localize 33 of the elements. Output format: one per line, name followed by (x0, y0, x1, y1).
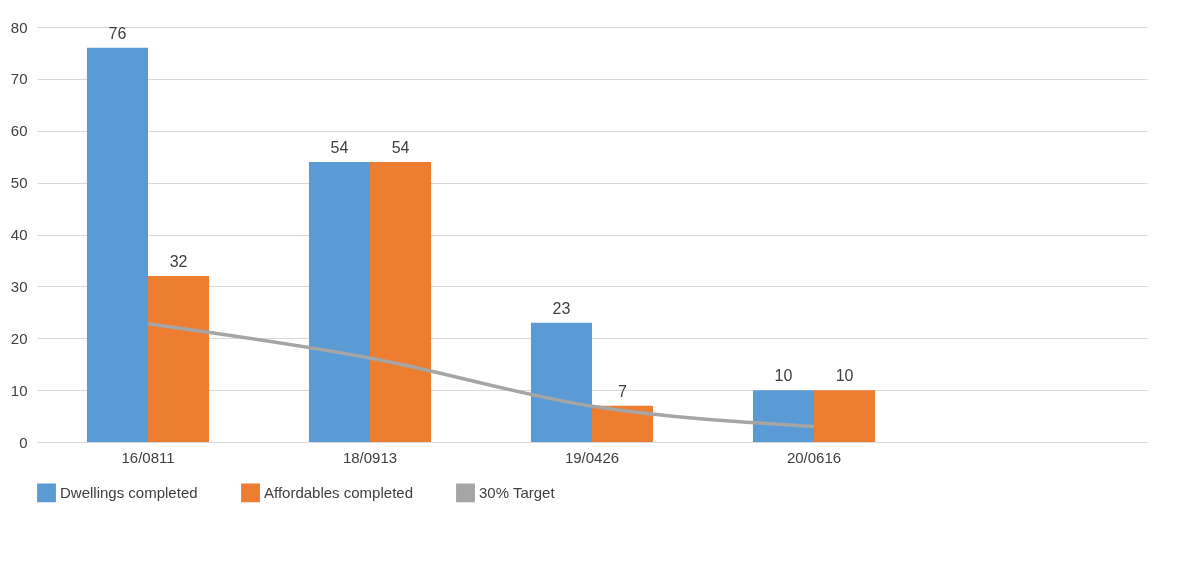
data-label: 76 (108, 24, 127, 42)
bar (370, 161, 432, 442)
bar (592, 405, 654, 442)
legend-label: Affordables completed (264, 483, 413, 501)
y-tick-label: 0 (19, 433, 28, 451)
bar (814, 390, 876, 442)
y-tick-label: 70 (10, 70, 28, 88)
y-tick-label: 50 (10, 174, 28, 192)
data-label: 7 (618, 382, 628, 400)
x-tick-label: 16/0811 (121, 448, 175, 466)
bar (86, 47, 148, 442)
x-tick-label: 20/0616 (786, 448, 842, 466)
data-label: 54 (330, 138, 349, 156)
bar (148, 276, 210, 442)
x-tick-label: 19/0426 (564, 448, 620, 466)
data-label: 10 (835, 367, 854, 385)
y-tick-label: 40 (10, 226, 28, 243)
y-tick-label: 10 (10, 381, 28, 399)
y-tick-label: 80 (10, 18, 28, 36)
data-label: 10 (774, 367, 793, 385)
data-label: 54 (391, 138, 410, 156)
x-tick-label: 18/0913 (342, 448, 398, 466)
data-label: 23 (552, 299, 571, 317)
y-tick-label: 20 (10, 329, 28, 347)
y-tick-label: 60 (10, 122, 28, 140)
bar (752, 390, 814, 442)
line-series (146, 321, 816, 429)
legend-label: Dwellings completed (60, 483, 198, 501)
y-tick-label: 30 (10, 277, 28, 295)
bar (530, 322, 592, 442)
bar (308, 161, 370, 442)
legend-label: 30% Target (479, 483, 556, 501)
data-label: 32 (169, 253, 188, 270)
